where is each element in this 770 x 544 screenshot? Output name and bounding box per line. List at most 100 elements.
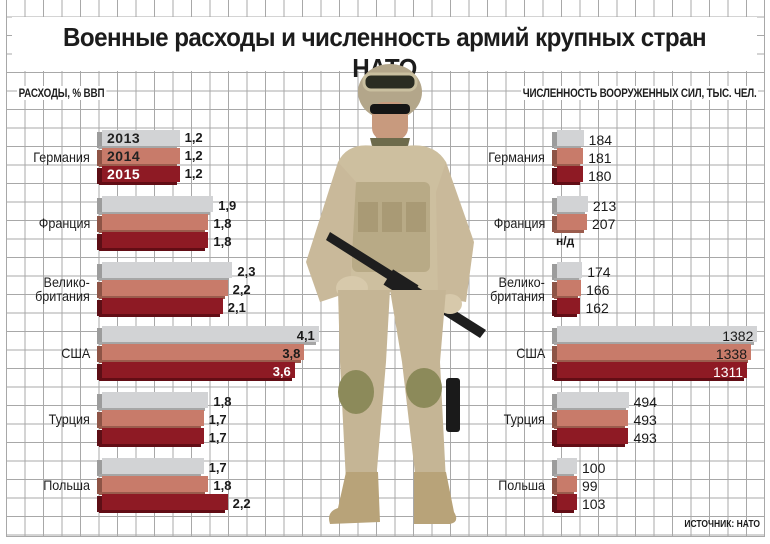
country-label: Германия xyxy=(489,150,545,164)
troops-value: 213 xyxy=(592,198,617,214)
spending-bar-2015 xyxy=(97,298,223,317)
country-label: Франция xyxy=(38,216,90,230)
troops-bar-2013 xyxy=(552,130,584,149)
troops-bar-2014 xyxy=(551,410,629,429)
country-name-line: Велико- xyxy=(498,274,545,290)
troops-bar-2015 xyxy=(551,428,629,447)
country-label: Франция xyxy=(493,216,545,230)
country-label: Польша xyxy=(498,478,545,492)
country-label: США xyxy=(61,346,90,360)
troops-value: 174 xyxy=(587,264,611,280)
spending-value: 1,2 xyxy=(184,148,203,163)
troops-bar-2014 xyxy=(551,148,584,167)
troops-value: 1382 xyxy=(722,328,754,344)
spending-bar-2013 xyxy=(97,326,319,345)
country-name-line: Польша xyxy=(43,477,90,493)
troops-bar-2015 xyxy=(551,166,584,185)
troops-value: 181 xyxy=(588,150,612,166)
country-label: Велико-британия xyxy=(490,275,545,303)
country-name-line: США xyxy=(515,345,545,361)
troops-value: 1338 xyxy=(715,346,747,362)
troops-bar-2013 xyxy=(552,458,577,477)
legend-year-label: 2013 xyxy=(107,130,141,146)
troops-bar-2014 xyxy=(551,280,582,299)
troops-value: 207 xyxy=(592,216,616,232)
country-name-line: Германия xyxy=(33,149,90,165)
country-label: США xyxy=(516,346,545,360)
soldier-illustration xyxy=(306,64,486,524)
spending-bar-2015 xyxy=(97,428,204,447)
troops-value: 180 xyxy=(588,168,612,184)
troops-bar-2014 xyxy=(552,476,577,495)
spending-bar-2014 xyxy=(96,214,209,233)
spending-bar-2015 xyxy=(97,362,295,381)
troops-value: 494 xyxy=(633,394,657,410)
spending-value: 1,9 xyxy=(218,198,237,213)
spending-bar-2015 xyxy=(96,232,209,251)
troops-bar-2013 xyxy=(551,326,758,345)
spending-bar-2014 xyxy=(97,410,204,429)
country-name-line: британия xyxy=(490,288,545,304)
country-name-line: США xyxy=(60,345,90,361)
troops-bar-2015 xyxy=(551,362,748,381)
not-available-label: н/д xyxy=(556,234,575,248)
spending-value: 1,8 xyxy=(213,478,232,493)
spending-value: 1,2 xyxy=(184,130,203,145)
spending-bar-2015: 2015 xyxy=(97,166,180,185)
spending-value: 1,2 xyxy=(184,166,203,181)
spending-bar-2013 xyxy=(96,392,209,411)
country-name-line: Франция xyxy=(38,215,90,231)
troops-value: 99 xyxy=(582,478,598,494)
spending-value: 4,1 xyxy=(296,328,315,343)
troops-value: 166 xyxy=(586,282,610,298)
troops-value: 1311 xyxy=(712,364,744,380)
troops-value: 100 xyxy=(582,460,606,476)
country-name-line: Велико- xyxy=(43,274,90,290)
spending-value: 1,8 xyxy=(213,234,232,249)
troops-bar-2013 xyxy=(552,392,629,411)
spending-value: 1,7 xyxy=(208,412,227,427)
legend-year-label: 2014 xyxy=(107,148,141,164)
country-name-line: Франция xyxy=(493,215,545,231)
spending-bar-2013 xyxy=(96,196,214,215)
country-label: Велико-британия xyxy=(35,275,90,303)
spending-value: 2,1 xyxy=(227,300,246,315)
spending-value: 1,7 xyxy=(208,460,227,475)
spending-bar-2014: 2014 xyxy=(97,148,180,167)
troops-bar-2013 xyxy=(552,196,588,215)
spending-bar-2014 xyxy=(97,280,228,299)
country-label: Польша xyxy=(43,478,90,492)
troops-bar-2014 xyxy=(552,344,751,363)
troops-value: 103 xyxy=(582,496,606,512)
spending-value: 1,8 xyxy=(213,394,232,409)
spending-value: 3,8 xyxy=(282,346,301,361)
troops-bar-2013 xyxy=(551,262,583,281)
country-label: Турция xyxy=(49,412,90,426)
country-name-line: британия xyxy=(35,288,90,304)
troops-value: 493 xyxy=(633,430,657,446)
spending-bar-2013 xyxy=(96,262,233,281)
troops-bar-2015 xyxy=(551,298,581,317)
spending-value: 1,7 xyxy=(208,430,227,445)
spending-value: 3,6 xyxy=(272,364,291,379)
spending-value: 1,8 xyxy=(213,216,232,231)
troops-bar-2015 xyxy=(552,494,577,513)
spending-value: 2,2 xyxy=(232,496,251,511)
right-axis-label: ЧИСЛЕННОСТЬ ВООРУЖЕННЫХ СИЛ, ТЫС. ЧЕЛ. xyxy=(520,86,758,100)
spending-bar-2013 xyxy=(97,458,204,477)
legend-year-label: 2015 xyxy=(107,166,141,182)
troops-value: 162 xyxy=(585,300,609,316)
troops-value: 184 xyxy=(588,132,613,148)
country-name-line: Турция xyxy=(503,411,545,427)
spending-bar-2014 xyxy=(96,344,305,363)
spending-value: 2,3 xyxy=(237,264,256,279)
country-name-line: Польша xyxy=(498,477,545,493)
spending-bar-2015 xyxy=(97,494,228,513)
country-name-line: Германия xyxy=(488,149,545,165)
country-label: Турция xyxy=(504,412,545,426)
troops-bar-2014 xyxy=(552,214,587,233)
country-label: Германия xyxy=(34,150,90,164)
spending-bar-2013: 2013 xyxy=(97,130,180,149)
troops-value: 493 xyxy=(633,412,657,428)
source-note: ИСТОЧНИК: НАТО xyxy=(684,519,760,530)
